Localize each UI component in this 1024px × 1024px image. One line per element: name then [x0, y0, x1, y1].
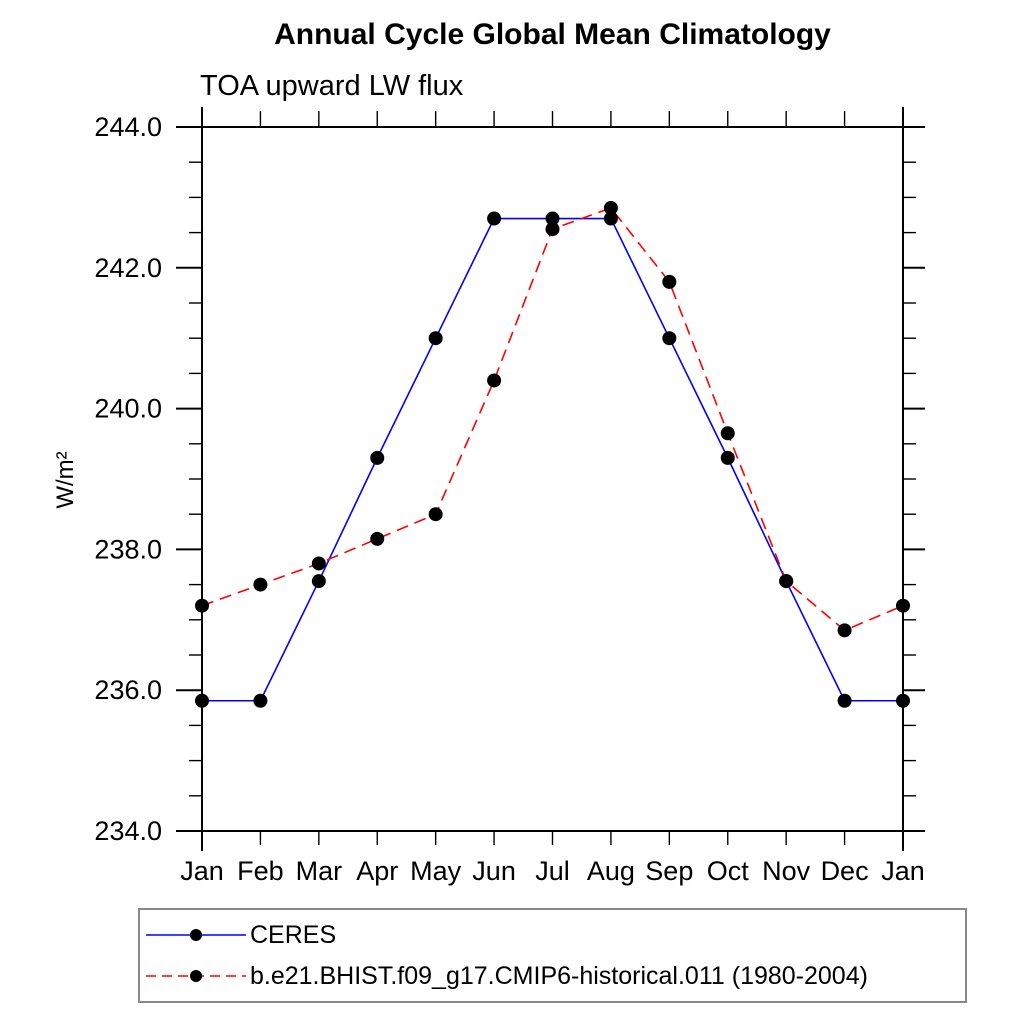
ceres-marker: [662, 331, 677, 346]
model-marker: [311, 556, 326, 571]
model-sample-marker: [190, 970, 202, 982]
ceres-marker: [428, 331, 443, 346]
legend-item-ceres: CERES: [144, 915, 965, 956]
x-tick-label: Jan: [180, 856, 224, 886]
x-tick-label: Dec: [821, 856, 869, 886]
model-marker: [195, 598, 209, 613]
ceres-marker: [603, 211, 618, 226]
model-marker: [545, 222, 560, 237]
ceres-marker: [545, 211, 560, 226]
x-tick-label: Oct: [707, 856, 750, 886]
legend-label-ceres: CERES: [250, 920, 337, 949]
model-marker: [896, 598, 910, 613]
x-tick-label: Nov: [762, 856, 811, 886]
model-marker: [253, 577, 268, 592]
x-tick-label: Jul: [535, 856, 570, 886]
y-tick-label: 238.0: [94, 534, 162, 564]
ceres-marker: [195, 693, 209, 708]
chart-subtitle: TOA upward LW flux: [200, 70, 464, 102]
ceres-line: [202, 217, 903, 702]
model-marker: [837, 623, 852, 638]
y-tick-label: 236.0: [94, 675, 162, 705]
y-tick-label: 234.0: [94, 816, 162, 846]
x-tick-label: Aug: [587, 856, 635, 886]
x-tick-label: Jan: [881, 856, 925, 886]
x-tick-label: Mar: [296, 856, 343, 886]
model-marker: [370, 531, 385, 546]
legend-label-model: b.e21.BHIST.f09_g17.CMIP6-historical.011…: [250, 961, 868, 990]
ceres-marker: [487, 211, 502, 226]
ceres-marker: [720, 450, 735, 465]
model-marker: [779, 574, 794, 589]
x-tick-label: Feb: [237, 856, 284, 886]
model-line-sample-icon: [146, 970, 246, 982]
model-marker: [603, 200, 618, 215]
model-marker: [662, 274, 677, 289]
x-tick-label: May: [410, 856, 462, 886]
ceres-marker: [896, 693, 910, 708]
ceres-marker: [370, 450, 385, 465]
x-tick-label: Sep: [645, 856, 693, 886]
model-marker: [428, 507, 443, 522]
legend-item-model: b.e21.BHIST.f09_g17.CMIP6-historical.011…: [144, 956, 965, 997]
model-line: [201, 207, 904, 632]
ceres-line-sample-icon: [146, 929, 246, 941]
ceres-marker: [311, 574, 326, 589]
model-marker: [487, 373, 502, 388]
y-tick-label: 240.0: [94, 394, 162, 424]
ceres-sample-marker: [190, 929, 202, 941]
ceres-marker: [253, 693, 268, 708]
legend-box: CERES b.e21.BHIST.f09_g17.CMIP6-historic…: [138, 908, 967, 1003]
plot-frame: [201, 126, 904, 832]
model-marker: [720, 426, 735, 441]
x-tick-label: Apr: [356, 856, 398, 886]
chart-title: Annual Cycle Global Mean Climatology: [274, 18, 831, 51]
x-tick-label: Jun: [472, 856, 516, 886]
y-tick-label: 244.0: [94, 112, 162, 142]
ceres-marker: [837, 693, 852, 708]
y-tick-label: 242.0: [94, 253, 162, 283]
